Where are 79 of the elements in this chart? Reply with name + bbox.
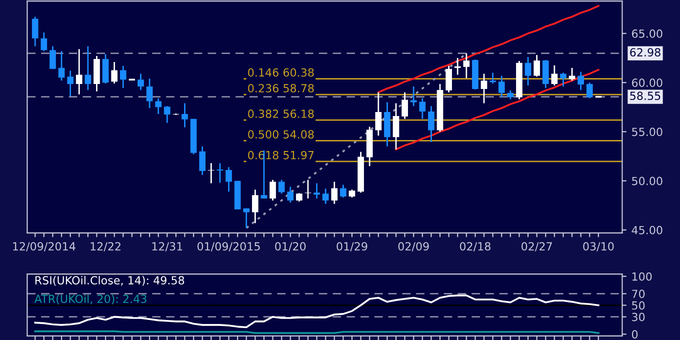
ref-line-label: 0.236 58.78	[248, 84, 314, 92]
candlestick	[102, 53, 109, 84]
x-tick-label: 12/22	[90, 242, 120, 252]
candlestick	[392, 102, 400, 150]
line-series	[395, 68, 600, 150]
x-tick-label: 12/31	[152, 242, 182, 252]
candlestick	[534, 54, 540, 78]
y-tick-label: 70	[632, 290, 645, 298]
candlestick	[454, 57, 461, 76]
candlestick	[58, 50, 65, 82]
text: RSI(UKOil.Close, 14): 49.58	[35, 276, 184, 286]
candlestick	[287, 186, 294, 204]
candlestick	[480, 73, 488, 104]
candlestick	[199, 146, 206, 176]
line-series	[34, 294, 600, 328]
x-tick-label: 01/09/2015	[197, 242, 260, 252]
candlestick	[304, 179, 312, 200]
candlestick	[111, 61, 118, 84]
candlestick	[560, 72, 566, 88]
candlestick	[331, 181, 338, 205]
ref-line-label: 62.98	[630, 48, 660, 57]
x-tick-label: 02/27	[522, 242, 552, 252]
candlestick	[446, 65, 452, 94]
x-tick-label: 01/29	[336, 242, 368, 252]
ref-line-label: 0.382 56.18	[248, 110, 314, 118]
candlestick	[270, 179, 276, 202]
candlestick	[84, 46, 92, 91]
candlestick	[76, 48, 82, 96]
candlestick	[146, 78, 153, 109]
candlestick	[498, 75, 505, 98]
candlestick	[419, 98, 426, 120]
line-series	[377, 5, 600, 94]
x-tick-label: 12/09/2014	[13, 242, 76, 252]
ref-line-label: 58.55	[630, 92, 660, 100]
x-tick-label: 02/18	[460, 242, 490, 252]
candlestick	[551, 64, 558, 86]
candlestick	[243, 208, 250, 229]
candlestick	[164, 105, 170, 124]
y-tick-label: 55.00	[632, 128, 662, 136]
candlestick	[314, 182, 320, 200]
candlestick	[586, 82, 593, 99]
candlestick	[568, 67, 576, 82]
y-tick-label: 50.00	[632, 176, 662, 186]
candlestick	[542, 59, 549, 89]
candlestick	[120, 65, 126, 89]
y-tick-label: 65.00	[632, 29, 662, 38]
candlestick	[216, 162, 224, 184]
y-tick-label: 0	[632, 330, 638, 339]
x-tick-label: 02/09	[398, 242, 429, 252]
y-tick-label: 30	[632, 312, 645, 322]
candlestick	[524, 56, 532, 86]
y-tick-label: 45.00	[632, 226, 662, 234]
candlestick	[322, 188, 329, 205]
candlestick	[40, 32, 48, 52]
candlestick	[138, 73, 144, 91]
candlestick	[226, 166, 232, 192]
candlestick	[208, 162, 214, 184]
x-tick-label: 01/20	[275, 242, 306, 252]
candlestick	[252, 188, 258, 224]
candlestick	[340, 184, 346, 198]
ref-line-label: 0.146 60.38	[248, 68, 314, 77]
x-tick-label: 03/10	[583, 242, 614, 252]
candlestick	[578, 71, 584, 91]
y-tick-label: 60.00	[632, 78, 662, 87]
candlestick	[278, 179, 285, 194]
candlestick	[428, 105, 434, 143]
candlestick	[155, 98, 162, 115]
candlestick	[490, 72, 496, 84]
text: ATR(UKOil, 20): 2.43	[34, 294, 146, 304]
y-tick-label: 100	[632, 272, 652, 281]
candlestick	[182, 102, 188, 128]
candlestick	[402, 92, 408, 120]
candlestick	[463, 52, 470, 79]
ref-line-label: 0.500 54.08	[248, 130, 314, 139]
candlestick	[375, 92, 382, 136]
candlestick	[67, 70, 74, 98]
y-tick-label: 50	[632, 301, 645, 310]
candlestick	[32, 16, 38, 47]
candlestick	[50, 46, 56, 70]
